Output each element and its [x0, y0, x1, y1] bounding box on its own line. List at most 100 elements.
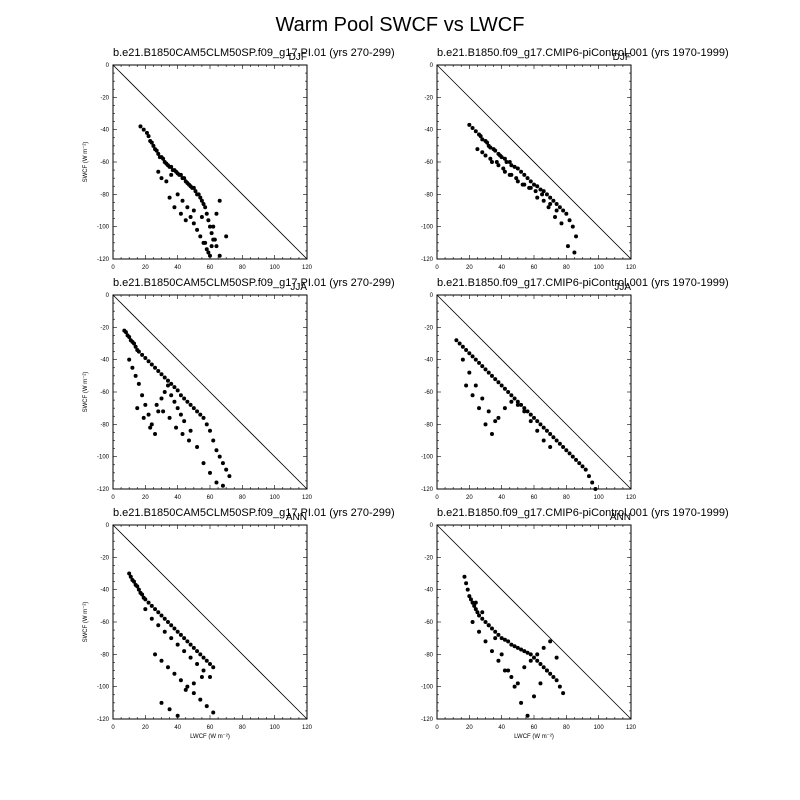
data-point — [214, 244, 219, 249]
data-point — [528, 652, 533, 657]
data-point — [172, 671, 177, 676]
y-tick-label: -100 — [421, 455, 434, 461]
data-point — [486, 409, 491, 414]
data-point — [548, 639, 553, 644]
data-point — [586, 474, 591, 479]
data-point — [554, 202, 559, 207]
data-point — [567, 451, 572, 456]
data-point — [480, 364, 485, 369]
data-point — [551, 674, 556, 679]
y-tick-label: -100 — [97, 455, 110, 461]
data-point — [515, 402, 520, 407]
x-tick-label: 0 — [111, 265, 115, 271]
data-point — [583, 467, 588, 472]
data-point — [532, 182, 536, 187]
data-point — [132, 341, 137, 346]
x-tick-label: 0 — [435, 495, 439, 501]
data-point — [533, 189, 538, 194]
data-point — [486, 370, 491, 375]
data-point — [489, 626, 494, 631]
data-point — [212, 237, 217, 242]
data-point — [175, 629, 180, 634]
data-point — [522, 172, 527, 177]
data-point — [502, 668, 507, 673]
x-tick-label: 40 — [174, 495, 181, 501]
data-point — [209, 244, 214, 249]
data-point — [489, 649, 494, 654]
data-point — [548, 444, 553, 449]
data-point — [470, 354, 475, 359]
x-tick-label: 40 — [174, 265, 181, 271]
data-point — [522, 665, 527, 670]
x-axis-label: LWCF (W m⁻²) — [514, 734, 554, 740]
reference-line — [112, 524, 308, 720]
data-point — [502, 156, 507, 161]
data-point — [185, 399, 190, 404]
x-tick-label: 120 — [302, 265, 313, 271]
data-point — [191, 208, 196, 213]
data-point — [532, 694, 536, 699]
data-point — [143, 402, 148, 407]
data-point — [206, 218, 211, 223]
x-tick-label: 40 — [174, 725, 181, 731]
data-point — [567, 218, 572, 223]
data-point — [175, 713, 180, 718]
data-point — [220, 483, 225, 488]
data-point — [483, 639, 488, 644]
data-point — [198, 412, 203, 417]
data-point — [515, 166, 520, 171]
data-point — [149, 362, 154, 367]
data-point — [169, 636, 174, 641]
data-point — [572, 250, 577, 255]
data-point — [493, 629, 498, 634]
data-point — [144, 130, 149, 135]
data-point — [149, 603, 154, 608]
y-tick-label: -100 — [97, 225, 110, 231]
data-point — [557, 205, 562, 210]
panel-season-label: DJF — [613, 52, 631, 63]
data-point — [132, 579, 137, 584]
panel-season-label: DJF — [289, 52, 307, 63]
data-point — [504, 160, 509, 164]
data-point — [527, 185, 532, 190]
data-point — [522, 406, 527, 411]
data-point — [175, 388, 180, 393]
data-point — [206, 250, 211, 255]
data-point — [464, 581, 469, 586]
data-point — [570, 454, 575, 459]
data-point — [161, 156, 166, 161]
y-tick-label: -80 — [100, 422, 109, 428]
points-group — [127, 571, 216, 718]
x-tick-label: 80 — [239, 495, 246, 501]
data-point — [159, 176, 164, 181]
data-point — [208, 253, 212, 258]
data-point — [506, 668, 511, 673]
y-tick-label: 0 — [430, 523, 434, 529]
data-point — [470, 600, 475, 605]
data-point — [165, 620, 170, 624]
x-tick-label: 120 — [626, 495, 637, 501]
data-point — [165, 378, 170, 383]
x-tick-label: 80 — [563, 265, 570, 271]
data-point — [467, 122, 472, 127]
data-point — [519, 647, 524, 652]
x-tick-label: 60 — [531, 265, 538, 271]
y-tick-label: -80 — [424, 422, 433, 428]
y-tick-label: -120 — [421, 717, 434, 723]
data-point — [203, 240, 208, 245]
data-point — [512, 396, 517, 401]
data-point — [143, 607, 148, 612]
data-point — [528, 658, 533, 663]
data-point — [548, 202, 553, 207]
data-point — [535, 419, 540, 424]
data-point — [127, 357, 132, 362]
data-point — [525, 409, 530, 414]
data-point — [156, 610, 161, 615]
data-point — [544, 668, 549, 673]
x-tick-label: 120 — [626, 265, 637, 271]
data-point — [489, 432, 494, 437]
data-point — [143, 597, 148, 602]
panel-title: b.e21.B1850CAM5CLM50SP.f09_g17.PI.01 (yr… — [113, 277, 395, 289]
data-point — [191, 221, 196, 226]
